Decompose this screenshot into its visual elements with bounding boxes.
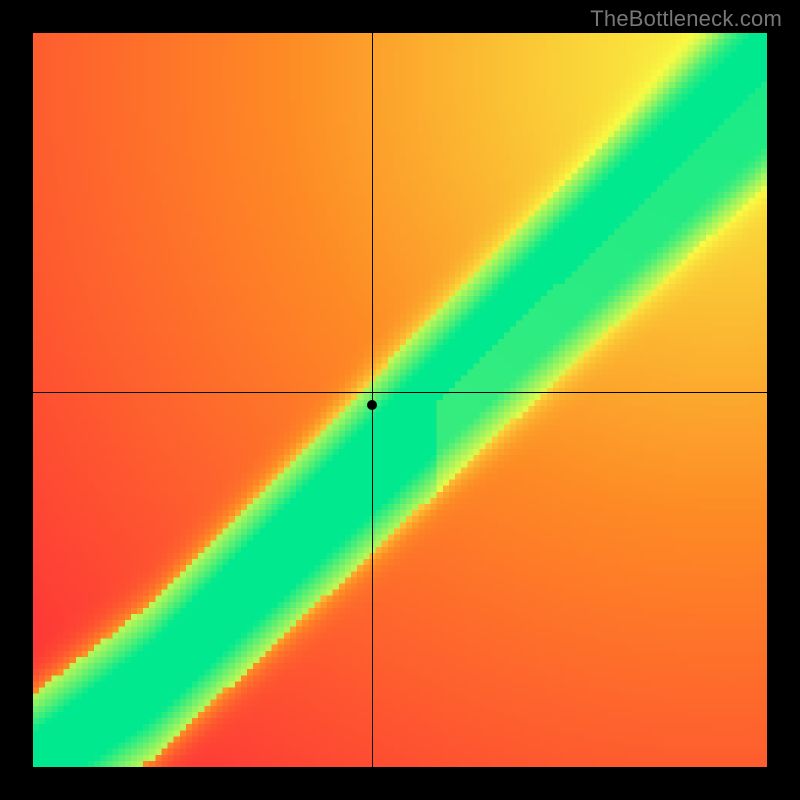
heatmap-canvas: [33, 33, 767, 767]
data-point-marker: [367, 400, 377, 410]
heatmap-plot: [33, 33, 767, 767]
crosshair-horizontal: [33, 392, 767, 393]
watermark-text: TheBottleneck.com: [590, 6, 782, 32]
chart-container: TheBottleneck.com: [0, 0, 800, 800]
